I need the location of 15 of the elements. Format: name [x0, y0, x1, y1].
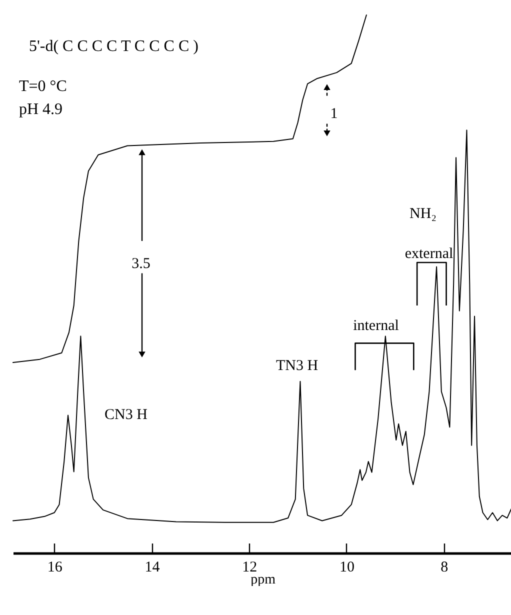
x-tick-label: 14: [144, 560, 160, 576]
annotation: TN3 H: [276, 358, 318, 374]
x-tick-label: 16: [47, 560, 63, 576]
annotation: 1: [330, 106, 338, 122]
annotation: 5'-d( C C C C T C C C C ): [29, 38, 198, 55]
x-tick-label: 8: [440, 560, 448, 576]
x-tick-label: 12: [242, 560, 258, 576]
annotation: external: [404, 246, 454, 262]
x-tick-label: 10: [339, 560, 354, 576]
annotation: 3.5: [132, 256, 150, 272]
annotation: T=0 °C: [19, 78, 67, 95]
annotation: pH 4.9: [19, 101, 63, 118]
annotation: internal: [353, 318, 399, 334]
annotation: CN3 H: [104, 407, 148, 423]
annotation: NH₂: [410, 206, 436, 222]
